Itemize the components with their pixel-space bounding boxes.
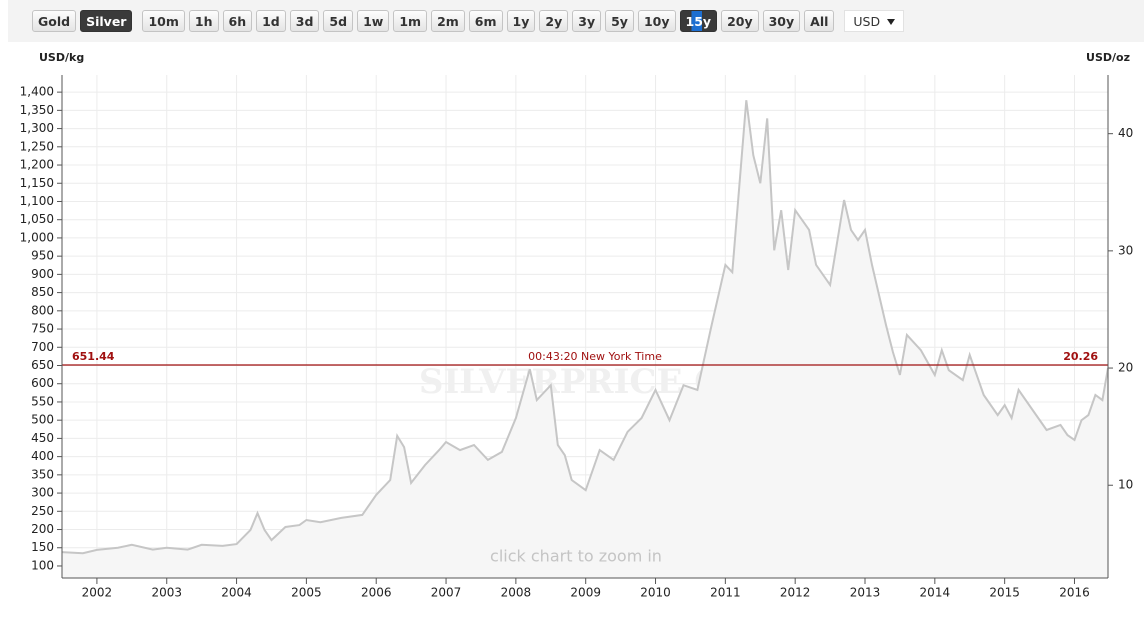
y2-axis-title: USD/oz (1086, 51, 1130, 64)
y-tick-label: 1,350 (20, 103, 54, 117)
currency-value: USD (853, 14, 881, 29)
y2-tick-label: 10 (1118, 478, 1133, 492)
metal-group: Gold Silver (32, 10, 133, 32)
y-tick-label: 1,400 (20, 85, 54, 99)
toolbar-button[interactable]: 3y (572, 10, 602, 32)
toolbar-button[interactable]: 10y (637, 10, 676, 32)
y-tick-label: 450 (31, 431, 54, 445)
y-tick-label: 1,200 (20, 158, 54, 172)
y-tick-label: 200 (31, 522, 54, 536)
y2-tick-label: 30 (1118, 243, 1133, 257)
toolbar-button[interactable]: 1d (256, 10, 286, 32)
toolbar-button[interactable]: 2m (431, 10, 465, 32)
y-tick-label: 100 (31, 558, 54, 572)
x-tick-label: 2010 (640, 586, 671, 600)
toolbar-button[interactable]: Gold (32, 10, 77, 32)
y-tick-label: 500 (31, 413, 54, 427)
y-tick-label: 1,050 (20, 212, 54, 226)
x-tick-label: 2009 (570, 586, 601, 600)
y-tick-label: 400 (31, 449, 54, 463)
y-tick-label: 300 (31, 486, 54, 500)
x-tick-label: 2013 (850, 586, 881, 600)
toolbar-button[interactable]: 6m (468, 10, 503, 32)
toolbar-button[interactable]: 3d (289, 10, 320, 32)
currency-select[interactable]: USD (844, 10, 905, 32)
range-group: 10m 1h 6h 1d 3d 5d 1w 1m 2m 6m 1y 2y 3y 5y 10y 15y 20y 30… (142, 10, 835, 32)
toolbar-button[interactable]: 1h (188, 10, 219, 32)
y-tick-label: 600 (31, 376, 54, 390)
y-tick-label: 150 (31, 540, 54, 554)
y-tick-label: 350 (31, 467, 54, 481)
toolbar-button[interactable]: 2y (539, 10, 569, 32)
x-tick-label: 2015 (989, 586, 1020, 600)
current-time-label: 00:43:20 New York Time (528, 350, 662, 363)
y-tick-label: 950 (31, 249, 54, 263)
current-price-label: 651.44 (72, 350, 115, 363)
y-tick-label: 1,150 (20, 176, 54, 190)
x-tick-label: 2002 (82, 586, 113, 600)
toolbar: Gold Silver 10m 1h 6h 1d 3d 5d 1w 1m 2m 6m 1y 2y 3y 5y… (32, 10, 905, 32)
x-tick-label: 2012 (780, 586, 811, 600)
toolbar-button[interactable]: 20y (721, 10, 759, 32)
y-tick-label: 650 (31, 358, 54, 372)
zoom-hint: click chart to zoom in (490, 547, 662, 566)
current-price-oz-label: 20.26 (1063, 350, 1098, 363)
area (62, 100, 1108, 578)
y-tick-label: 1,300 (20, 121, 54, 135)
y-tick-label: 850 (31, 285, 54, 299)
toolbar-button[interactable]: 15y (679, 10, 718, 32)
y-tick-label: 1,000 (20, 230, 54, 244)
x-tick-label: 2007 (431, 586, 462, 600)
x-tick-label: 2008 (501, 586, 532, 600)
toolbar-button[interactable]: 5d (323, 10, 354, 32)
y-tick-label: 700 (31, 340, 54, 354)
y-axis-title: USD/kg (39, 51, 84, 64)
toolbar-button[interactable]: 1w (357, 10, 390, 32)
y2-tick-label: 20 (1118, 361, 1133, 375)
y-tick-label: 550 (31, 394, 54, 408)
y-tick-label: 1,100 (20, 194, 54, 208)
price-line (61, 100, 1109, 555)
y-tick-label: 800 (31, 303, 54, 317)
x-tick-label: 2005 (291, 586, 322, 600)
x-tick-label: 2011 (710, 586, 741, 600)
toolbar-button[interactable]: 1y (506, 10, 536, 32)
toolbar-button[interactable]: All (804, 10, 835, 32)
y-tick-label: 1,250 (20, 139, 54, 153)
y2-tick-label: 40 (1118, 126, 1133, 140)
y-tick-label: 900 (31, 267, 54, 281)
toolbar-button[interactable]: 5y (605, 10, 634, 32)
x-tick-label: 2014 (920, 586, 951, 600)
y-tick-label: 250 (31, 504, 54, 518)
dropdown-arrow (887, 19, 896, 25)
toolbar-button[interactable]: Silver (80, 10, 133, 32)
x-tick-label: 2003 (151, 586, 182, 600)
toolbar-button[interactable]: 1m (393, 10, 428, 32)
x-tick-label: 2004 (221, 586, 252, 600)
y-tick-label: 750 (31, 322, 54, 336)
x-tick-label: 2016 (1059, 586, 1090, 600)
toolbar-button[interactable]: 10m (142, 10, 185, 32)
toolbar-button[interactable]: 30y (762, 10, 801, 32)
toolbar-button[interactable]: 6h (222, 10, 253, 32)
x-tick-label: 2006 (361, 586, 392, 600)
